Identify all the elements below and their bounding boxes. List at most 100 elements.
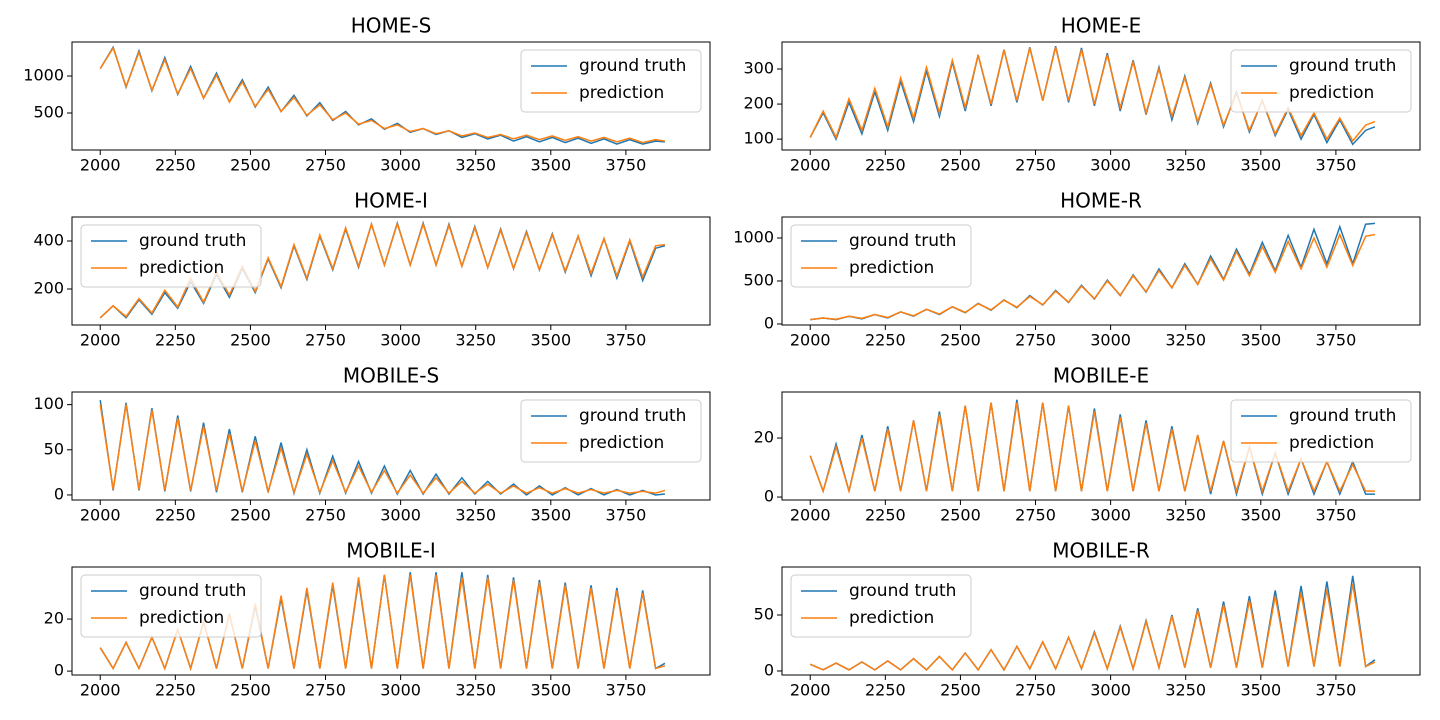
axes-frame: [781, 566, 1421, 676]
legend-label: prediction: [1289, 83, 1374, 103]
series-line: [809, 583, 1376, 672]
x-tick-label: 2000: [790, 331, 831, 350]
x-tick-label: 3250: [1165, 156, 1206, 175]
legend-label: ground truth: [1289, 56, 1396, 76]
y-tick-label: 500: [33, 103, 64, 122]
x-tick-label: 3750: [606, 331, 647, 350]
y-tick-label: 200: [33, 279, 64, 298]
x-tick-label: 3750: [606, 681, 647, 700]
y-tick-label: 100: [33, 394, 64, 413]
x-tick-label: 2250: [865, 331, 906, 350]
x-tick-label: 3000: [380, 681, 421, 700]
legend-label: prediction: [579, 83, 664, 103]
y-tick-label: 1000: [733, 227, 774, 246]
legend-label: ground truth: [139, 231, 246, 251]
x-tick-label: 2250: [865, 681, 906, 700]
axes-frame: [781, 216, 1421, 326]
y-tick-label: 1000: [23, 66, 64, 85]
y-tick-label: 0: [764, 660, 774, 679]
x-tick-label: 2750: [305, 681, 346, 700]
x-tick-label: 2750: [305, 506, 346, 525]
chart-title: MOBILE-E: [1053, 364, 1149, 388]
y-tick-label: 0: [764, 487, 774, 506]
x-tick-label: 2500: [230, 331, 271, 350]
y-tick-label: 200: [743, 94, 774, 113]
x-tick-label: 3250: [455, 331, 496, 350]
axes-frame: [71, 391, 711, 501]
x-tick-label: 3750: [1316, 506, 1357, 525]
axes-frame: [71, 41, 711, 151]
x-tick-label: 3500: [1240, 506, 1281, 525]
series-line: [809, 402, 1375, 495]
x-tick-label: 3000: [1090, 156, 1131, 175]
x-tick-label: 2750: [1015, 506, 1056, 525]
chart-title: HOME-I: [354, 189, 428, 213]
chart-title: MOBILE-R: [1052, 539, 1150, 563]
x-tick-label: 2250: [155, 681, 196, 700]
x-tick-label: 2250: [155, 331, 196, 350]
y-tick-label: 20: [754, 428, 774, 447]
x-tick-label: 3500: [1240, 156, 1281, 175]
y-tick-label: 300: [743, 59, 774, 78]
x-tick-label: 3250: [1165, 681, 1206, 700]
axes-frame: [71, 216, 711, 326]
x-tick-label: 2000: [790, 506, 831, 525]
x-tick-label: 3500: [530, 506, 571, 525]
x-tick-label: 2500: [230, 681, 271, 700]
x-tick-label: 3500: [530, 331, 571, 350]
x-tick-label: 3000: [380, 506, 421, 525]
legend-label: ground truth: [579, 56, 686, 76]
legend-label: prediction: [139, 608, 224, 628]
x-tick-label: 2000: [790, 156, 831, 175]
legend-label: ground truth: [579, 406, 686, 426]
x-tick-label: 3250: [455, 156, 496, 175]
legend-label: prediction: [1289, 433, 1374, 453]
x-tick-label: 2500: [940, 331, 981, 350]
series-line: [809, 46, 1376, 146]
legend-label: prediction: [849, 608, 934, 628]
x-tick-label: 2750: [305, 331, 346, 350]
chart-title: HOME-R: [1060, 189, 1142, 213]
legend-label: prediction: [579, 433, 664, 453]
x-tick-label: 2500: [230, 506, 271, 525]
x-tick-label: 3500: [530, 156, 571, 175]
x-tick-label: 3250: [1165, 506, 1206, 525]
series-line: [809, 47, 1376, 143]
x-tick-label: 3250: [1165, 331, 1206, 350]
x-tick-label: 2750: [1015, 681, 1056, 700]
axes-frame: [781, 391, 1421, 501]
x-tick-label: 3500: [530, 681, 571, 700]
x-tick-label: 3000: [380, 331, 421, 350]
x-tick-label: 3000: [1090, 506, 1131, 525]
legend-label: prediction: [139, 258, 224, 278]
y-tick-label: 0: [764, 313, 774, 332]
x-tick-label: 2000: [790, 681, 831, 700]
y-tick-label: 400: [33, 231, 64, 250]
x-tick-label: 3750: [606, 156, 647, 175]
x-tick-label: 2500: [940, 681, 981, 700]
y-tick-label: 50: [44, 439, 64, 458]
x-tick-label: 2750: [1015, 156, 1056, 175]
x-tick-label: 3250: [455, 681, 496, 700]
x-tick-label: 2500: [230, 156, 271, 175]
axes-frame: [781, 41, 1421, 151]
x-tick-label: 3500: [1240, 681, 1281, 700]
y-tick-label: 100: [743, 129, 774, 148]
y-tick-label: 500: [743, 270, 774, 289]
x-tick-label: 2000: [80, 331, 121, 350]
chart-title: MOBILE-I: [346, 539, 436, 563]
x-tick-label: 2250: [865, 156, 906, 175]
x-tick-label: 2750: [1015, 331, 1056, 350]
series-line: [99, 46, 666, 144]
x-tick-label: 3250: [455, 506, 496, 525]
y-tick-label: 0: [54, 661, 64, 680]
x-tick-label: 3000: [1090, 681, 1131, 700]
series-line: [99, 404, 666, 495]
legend-label: ground truth: [849, 581, 956, 601]
x-tick-label: 2000: [80, 681, 121, 700]
x-tick-label: 2000: [80, 156, 121, 175]
x-tick-label: 2000: [80, 506, 121, 525]
y-tick-label: 50: [754, 605, 774, 624]
x-tick-label: 2750: [305, 156, 346, 175]
legend-label: ground truth: [139, 581, 246, 601]
